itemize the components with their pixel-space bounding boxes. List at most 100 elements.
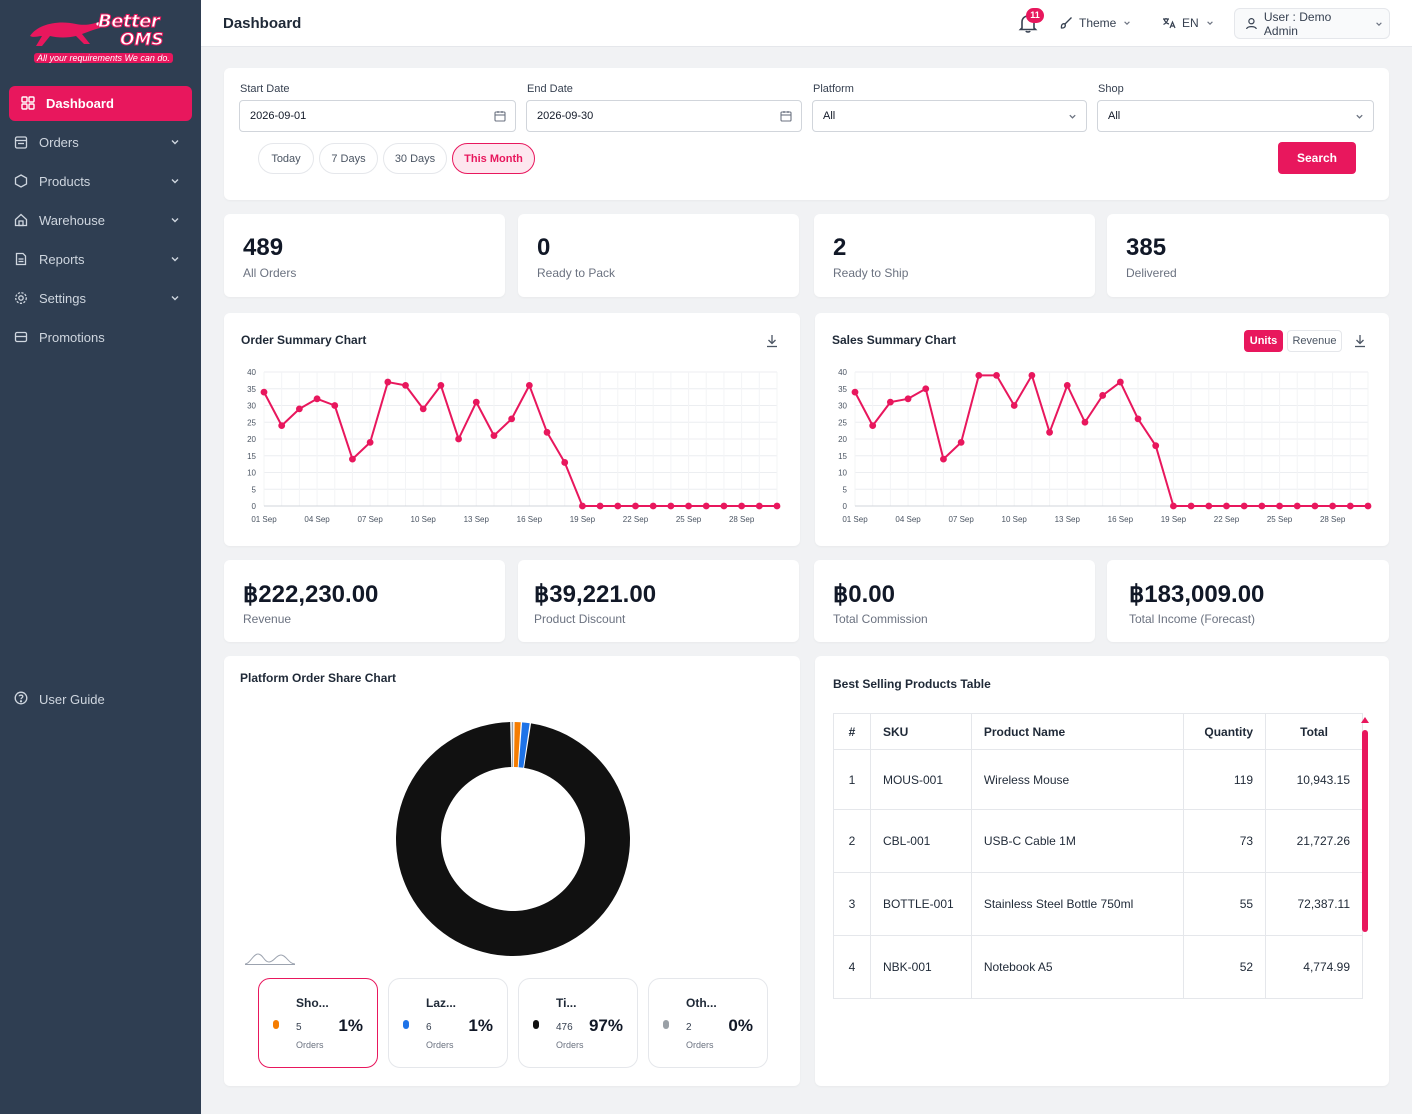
table-row[interactable]: 3 BOTTLE-001 Stainless Steel Bottle 750m… [833, 872, 1363, 936]
data-point [869, 422, 877, 429]
download-icon[interactable] [1354, 334, 1366, 348]
sidebar-item-orders[interactable]: Orders [9, 125, 192, 160]
platform-item-lazada[interactable]: Laz... 6 1% Orders [388, 978, 508, 1068]
sidebar-item-user-guide[interactable]: User Guide [14, 691, 105, 707]
stat-card-delivered[interactable]: 385 Delivered [1107, 214, 1389, 297]
y-tick-label: 20 [838, 435, 847, 444]
x-tick-label: 19 Sep [570, 515, 596, 524]
cell-product-name: USB-C Cable 1M [970, 809, 1185, 873]
end-date-input[interactable]: 2026-09-30 [526, 100, 802, 132]
chart-title: Sales Summary Chart [832, 333, 957, 347]
user-menu-button[interactable]: User : Demo Admin [1234, 8, 1390, 39]
y-tick-label: 0 [252, 502, 257, 511]
data-point [1081, 418, 1089, 426]
units-toggle[interactable]: Units [1244, 330, 1283, 352]
data-point [402, 382, 409, 389]
platform-value: All [823, 110, 836, 122]
data-point [579, 502, 586, 510]
brand-name-line1: Better [97, 11, 160, 32]
stat-label: All Orders [243, 266, 297, 280]
stat-card-revenue[interactable]: ฿222,230.00 Revenue [224, 560, 505, 642]
y-tick-label: 5 [843, 485, 848, 494]
stat-card-product-discount[interactable]: ฿39,221.00 Product Discount [518, 560, 799, 642]
table-scrollbar[interactable] [1362, 730, 1368, 932]
download-icon[interactable] [766, 334, 778, 348]
shop-select[interactable]: All [1097, 100, 1374, 132]
x-tick-label: 25 Sep [676, 515, 702, 524]
sidebar-item-settings[interactable]: Settings [9, 281, 192, 316]
table-row[interactable]: 4 NBK-001 Notebook A5 52 4,774.99 [833, 935, 1363, 999]
y-tick-label: 30 [247, 402, 256, 411]
y-tick-label: 35 [838, 385, 847, 394]
column-header-quantity[interactable]: Quantity [1183, 713, 1267, 750]
stat-card-ready-to-ship[interactable]: 2 Ready to Ship [814, 214, 1095, 297]
calendar-icon[interactable] [494, 110, 506, 122]
stat-label: Revenue [243, 612, 292, 626]
brand-logo[interactable]: Better OMS All your requirements We can … [28, 12, 174, 66]
sidebar-item-products[interactable]: Products [9, 164, 192, 199]
best-selling-table: # SKU Product Name Quantity Total 1 MOUS… [833, 713, 1363, 999]
platform-item-other[interactable]: Oth... 2 0% Orders [648, 978, 768, 1068]
sidebar-nav: Dashboard Orders Products Warehouse [9, 86, 192, 359]
quick-filter-this-month[interactable]: This Month [452, 143, 535, 174]
x-tick-label: 22 Sep [1214, 515, 1240, 524]
stat-card-total-commission[interactable]: ฿0.00 Total Commission [814, 560, 1095, 642]
sidebar-item-warehouse[interactable]: Warehouse [9, 203, 192, 238]
chevron-down-icon [171, 140, 179, 145]
cell-product-name: Wireless Mouse [970, 749, 1185, 810]
chevron-down-icon [171, 296, 179, 301]
data-point [472, 398, 480, 406]
scroll-up-arrow[interactable] [1361, 717, 1369, 723]
donut-slice [518, 722, 530, 768]
quick-filter-today[interactable]: Today [258, 143, 314, 174]
x-tick-label: 13 Sep [464, 515, 490, 524]
column-header-product-name[interactable]: Product Name [970, 713, 1185, 750]
x-tick-label: 28 Sep [1320, 515, 1346, 524]
platform-percent: 0% [728, 1016, 753, 1035]
language-button[interactable]: EN [1162, 16, 1220, 30]
data-point [278, 422, 286, 429]
quick-filter-30-days[interactable]: 30 Days [383, 143, 447, 174]
platform-select[interactable]: All [812, 100, 1087, 132]
stat-card-all-orders[interactable]: 489 All Orders [224, 214, 505, 297]
sidebar-item-promotions[interactable]: Promotions [9, 320, 192, 355]
data-point [1364, 502, 1372, 510]
quick-filter-7-days[interactable]: 7 Days [319, 143, 378, 174]
grid-icon [21, 95, 37, 112]
platform-item-tiktok[interactable]: Ti... 476 97% Orders [518, 978, 638, 1068]
sidebar-item-dashboard[interactable]: Dashboard [9, 86, 192, 121]
data-point [508, 415, 516, 423]
column-header-index[interactable]: # [833, 713, 871, 750]
calendar-icon[interactable] [780, 110, 792, 122]
theme-button[interactable]: Theme [1059, 16, 1137, 30]
search-button[interactable]: Search [1278, 142, 1356, 174]
stat-label: Ready to Ship [833, 266, 909, 280]
data-point [331, 402, 339, 409]
data-point [957, 438, 965, 446]
column-header-total[interactable]: Total [1265, 713, 1363, 750]
end-date-value: 2026-09-30 [537, 110, 594, 122]
data-point [1205, 502, 1213, 510]
column-header-sku[interactable]: SKU [869, 713, 972, 750]
data-point [1028, 371, 1036, 379]
data-point [313, 395, 321, 403]
data-point [1187, 502, 1195, 510]
shop-value: All [1108, 110, 1121, 122]
y-tick-label: 5 [252, 485, 257, 494]
table-row[interactable]: 1 MOUS-001 Wireless Mouse 119 10,943.15 [833, 749, 1363, 810]
stat-label: Total Commission [833, 612, 928, 626]
stat-card-ready-to-pack[interactable]: 0 Ready to Pack [518, 214, 799, 297]
platform-unit: Orders [426, 1040, 454, 1050]
data-point [1063, 382, 1071, 389]
sidebar-item-reports[interactable]: Reports [9, 242, 192, 277]
platform-item-shopee[interactable]: Sho... 5 1% Orders [258, 978, 378, 1068]
start-date-input[interactable]: 2026-09-01 [239, 100, 516, 132]
x-tick-label: 10 Sep [1002, 515, 1028, 524]
sidebar-item-label: Products [39, 174, 91, 189]
revenue-toggle[interactable]: Revenue [1287, 330, 1342, 352]
cell-quantity: 52 [1183, 935, 1267, 999]
x-tick-label: 22 Sep [623, 515, 649, 524]
stat-card-total-income[interactable]: ฿183,009.00 Total Income (Forecast) [1107, 560, 1389, 642]
table-row[interactable]: 2 CBL-001 USB-C Cable 1M 73 21,727.26 [833, 809, 1363, 873]
y-tick-label: 35 [247, 385, 256, 394]
